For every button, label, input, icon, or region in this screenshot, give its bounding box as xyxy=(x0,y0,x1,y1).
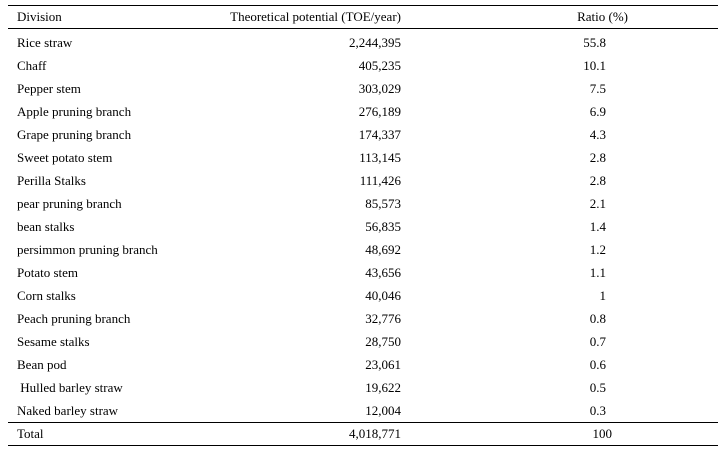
table-row: Bean pod 23,061 0.6 xyxy=(8,353,718,376)
cell-ratio: 0.3 xyxy=(589,402,606,418)
table-row: Perilla Stalks 111,426 2.8 xyxy=(8,169,718,192)
table-row: Potato stem 43,656 1.1 xyxy=(8,261,718,284)
cell-potential: 12,004 xyxy=(365,402,401,418)
cell-potential: 48,692 xyxy=(365,241,401,257)
cell-division: Rice straw xyxy=(17,34,73,50)
cell-ratio: 2.8 xyxy=(589,149,606,165)
table-row: Chaff 405,235 10.1 xyxy=(8,54,718,77)
cell-potential: 303,029 xyxy=(358,80,401,96)
cell-ratio: 0.6 xyxy=(589,356,606,372)
cell-ratio: 1.4 xyxy=(589,218,606,234)
cell-division: Naked barley straw xyxy=(17,402,119,418)
cell-potential: 113,145 xyxy=(359,149,401,165)
cell-ratio: 6.9 xyxy=(589,103,606,119)
cell-ratio: 1.1 xyxy=(589,264,606,280)
cell-potential: 40,046 xyxy=(365,287,401,303)
cell-potential: 2,244,395 xyxy=(348,34,401,50)
cell-division: Hulled barley straw xyxy=(17,379,123,395)
cell-division: Chaff xyxy=(17,57,47,73)
cell-potential: 23,061 xyxy=(365,356,401,372)
table-row: Corn stalks 40,046 1 xyxy=(8,284,718,307)
cell-ratio: 2.8 xyxy=(589,172,606,188)
cell-ratio: 1.2 xyxy=(589,241,606,257)
cell-potential: 276,189 xyxy=(358,103,401,119)
cell-potential: 56,835 xyxy=(365,218,401,234)
cell-ratio: 2.1 xyxy=(589,195,606,211)
cell-division: pear pruning branch xyxy=(17,195,122,211)
cell-ratio: 0.7 xyxy=(589,333,606,349)
total-row: Total 4,018,771 100 xyxy=(8,422,718,446)
total-label: Total xyxy=(17,426,44,441)
table-row: persimmon pruning branch 48,692 1.2 xyxy=(8,238,718,261)
potential-table-container: Division Theoretical potential (TOE/year… xyxy=(8,5,718,446)
table-row: Hulled barley straw 19,622 0.5 xyxy=(8,376,718,399)
cell-ratio: 1 xyxy=(599,287,607,303)
header-potential: Theoretical potential (TOE/year) xyxy=(230,9,401,24)
table-row: Apple pruning branch 276,189 6.9 xyxy=(8,100,718,123)
table-row: bean stalks 56,835 1.4 xyxy=(8,215,718,238)
cell-division: bean stalks xyxy=(17,218,75,234)
cell-potential: 111,426 xyxy=(359,172,401,188)
header-row: Division Theoretical potential (TOE/year… xyxy=(8,5,718,29)
cell-potential: 405,235 xyxy=(358,57,401,73)
cell-division: Sweet potato stem xyxy=(17,149,113,165)
cell-division: Grape pruning branch xyxy=(17,126,132,142)
cell-division: Perilla Stalks xyxy=(17,172,86,188)
cell-division: Corn stalks xyxy=(17,287,76,303)
cell-potential: 43,656 xyxy=(365,264,401,280)
cell-ratio: 55.8 xyxy=(583,34,606,50)
cell-ratio: 4.3 xyxy=(589,126,606,142)
cell-division: Apple pruning branch xyxy=(17,103,132,119)
cell-ratio: 7.5 xyxy=(589,80,606,96)
cell-division: Pepper stem xyxy=(17,80,81,96)
cell-potential: 32,776 xyxy=(365,310,401,326)
cell-potential: 19,622 xyxy=(365,379,401,395)
table-header: Division Theoretical potential (TOE/year… xyxy=(8,5,718,29)
cell-ratio: 10.1 xyxy=(583,57,606,73)
cell-potential: 174,337 xyxy=(358,126,401,142)
table-body: Rice straw 2,244,395 55.8 Chaff 405,235 … xyxy=(8,29,718,423)
table-row: Grape pruning branch 174,337 4.3 xyxy=(8,123,718,146)
cell-division: Potato stem xyxy=(17,264,79,280)
table-row: Sesame stalks 28,750 0.7 xyxy=(8,330,718,353)
total-ratio: 100 xyxy=(592,426,613,441)
total-potential: 4,018,771 xyxy=(348,426,401,441)
cell-division: Peach pruning branch xyxy=(17,310,131,326)
cell-division: Sesame stalks xyxy=(17,333,90,349)
table-row: pear pruning branch 85,573 2.1 xyxy=(8,192,718,215)
header-ratio: Ratio (%) xyxy=(577,9,628,24)
table-row: Naked barley straw 12,004 0.3 xyxy=(8,399,718,423)
header-division: Division xyxy=(17,9,62,24)
table-row: Peach pruning branch 32,776 0.8 xyxy=(8,307,718,330)
cell-ratio: 0.8 xyxy=(589,310,606,326)
table-footer: Total 4,018,771 100 xyxy=(8,422,718,446)
cell-potential: 28,750 xyxy=(365,333,401,349)
table-row: Rice straw 2,244,395 55.8 xyxy=(8,29,718,55)
table-row: Sweet potato stem 113,145 2.8 xyxy=(8,146,718,169)
potential-table: Division Theoretical potential (TOE/year… xyxy=(8,5,718,446)
cell-potential: 85,573 xyxy=(365,195,401,211)
cell-division: Bean pod xyxy=(17,356,67,372)
cell-ratio: 0.5 xyxy=(589,379,606,395)
table-row: Pepper stem 303,029 7.5 xyxy=(8,77,718,100)
cell-division: persimmon pruning branch xyxy=(17,241,158,257)
